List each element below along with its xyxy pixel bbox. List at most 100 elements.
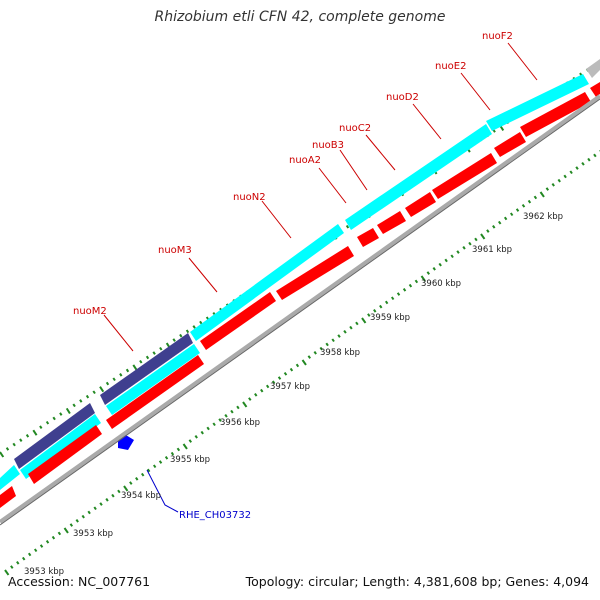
minor-tick (533, 195, 538, 200)
cds-red-segment[interactable] (276, 246, 354, 300)
ruler-label: 3960 kbp (421, 279, 461, 289)
minor-tick (105, 498, 109, 502)
label-leader (146, 469, 179, 513)
minor-tick (474, 237, 478, 242)
minor-tick (152, 351, 156, 355)
gene-label-nuoE2[interactable]: nuoE2 (435, 61, 466, 72)
minor-tick (444, 258, 448, 263)
cds-cyan-segment[interactable] (106, 344, 200, 415)
cds-red-segment[interactable] (520, 92, 591, 137)
cds-gray-segment[interactable] (586, 59, 600, 78)
minor-tick (194, 435, 198, 439)
minor-tick (248, 397, 252, 401)
gene-label-nuoA2[interactable]: nuoA2 (289, 155, 321, 166)
minor-tick (432, 267, 436, 271)
ruler-label: 3961 kbp (472, 245, 512, 255)
minor-tick (129, 481, 133, 485)
label-leader (507, 42, 538, 81)
cds-cyan-segment[interactable] (345, 124, 492, 230)
cds-cyan-segment[interactable] (190, 224, 344, 341)
minor-tick (260, 388, 264, 393)
minor-tick (408, 283, 413, 288)
cds-red-segment[interactable] (28, 425, 102, 484)
cds-red-segment[interactable] (590, 82, 600, 97)
minor-tick (307, 355, 312, 359)
minor-tick (72, 403, 76, 408)
minor-tick (12, 442, 16, 447)
cds-red-segment[interactable] (0, 486, 16, 508)
gene-label-nuoM2[interactable]: nuoM2 (73, 306, 107, 317)
minor-tick (384, 300, 389, 305)
major-tick (4, 569, 10, 576)
gene-label-rhe-ch03732[interactable]: RHE_CH03732 (179, 510, 251, 521)
minor-tick (145, 355, 150, 360)
minor-tick (25, 434, 30, 438)
minor-tick (135, 477, 139, 481)
minor-tick (426, 271, 431, 275)
cds-red-segment[interactable] (377, 211, 406, 234)
minor-tick (349, 325, 353, 330)
cds-red-segment[interactable] (357, 228, 379, 247)
minor-tick (265, 384, 270, 389)
minor-tick (119, 373, 123, 377)
gene-label-nuoC2[interactable]: nuoC2 (339, 123, 371, 134)
cds-navy-segment[interactable] (100, 333, 193, 405)
minor-tick (33, 548, 38, 553)
minor-tick (170, 451, 175, 456)
ruler-label: 3954 kbp (121, 491, 161, 501)
minor-tick (289, 367, 294, 372)
minor-tick (337, 334, 341, 338)
minor-tick (414, 279, 419, 284)
backbone (0, 94, 600, 526)
minor-tick (39, 544, 44, 548)
map-title: Rhizobium etli CFN 42, complete genome (154, 9, 446, 25)
minor-tick (52, 416, 56, 421)
label-leader (339, 149, 368, 191)
cds-cyan-segment[interactable] (20, 414, 101, 479)
label-leader (460, 72, 491, 111)
ruler-label: 3953 kbp (73, 529, 113, 539)
minor-tick (179, 333, 183, 338)
minor-tick (230, 409, 234, 414)
minor-tick (87, 510, 91, 515)
label-leader (365, 134, 396, 171)
minor-tick (200, 430, 204, 435)
major-tick (480, 233, 486, 240)
minor-tick (125, 368, 130, 373)
cds-navy-segment[interactable] (14, 403, 95, 469)
cds-red-segment[interactable] (405, 192, 436, 217)
minor-tick (509, 212, 514, 217)
gene-label-nuoD2[interactable]: nuoD2 (386, 92, 419, 103)
minor-tick (176, 447, 181, 452)
minor-tick (468, 241, 472, 246)
minor-tick (27, 552, 32, 557)
major-tick (182, 443, 188, 450)
minor-tick (456, 250, 460, 254)
minor-tick (79, 399, 83, 403)
minor-tick (450, 254, 454, 259)
major-tick (361, 317, 367, 324)
gene-label-nuoB3[interactable]: nuoB3 (312, 140, 344, 151)
cds-red-segment[interactable] (494, 132, 526, 157)
minor-tick (212, 422, 216, 427)
gene-label-nuoN2[interactable]: nuoN2 (233, 192, 266, 203)
minor-tick (39, 425, 43, 429)
minor-tick (224, 414, 228, 418)
cds-red-segment[interactable] (106, 355, 204, 429)
minor-tick (390, 296, 395, 301)
minor-tick (69, 523, 74, 527)
cds-red-segment[interactable] (432, 153, 497, 199)
gene-label-nuoM3[interactable]: nuoM3 (158, 245, 192, 256)
minor-tick (236, 405, 240, 410)
cds-red-segment[interactable] (200, 292, 276, 350)
label-leader (188, 257, 218, 293)
minor-tick (206, 426, 210, 431)
cds-cyan-segment[interactable] (486, 74, 589, 131)
gene-labels: nuoM2 nuoM3 nuoN2 nuoA2 nuoB3 nuoC2 nuoD… (73, 31, 513, 521)
cds-cyan-segment[interactable] (0, 465, 20, 490)
minor-tick (587, 157, 591, 162)
label-leader (103, 314, 134, 352)
minor-tick (569, 170, 573, 175)
gene-label-nuoF2[interactable]: nuoF2 (482, 31, 513, 42)
